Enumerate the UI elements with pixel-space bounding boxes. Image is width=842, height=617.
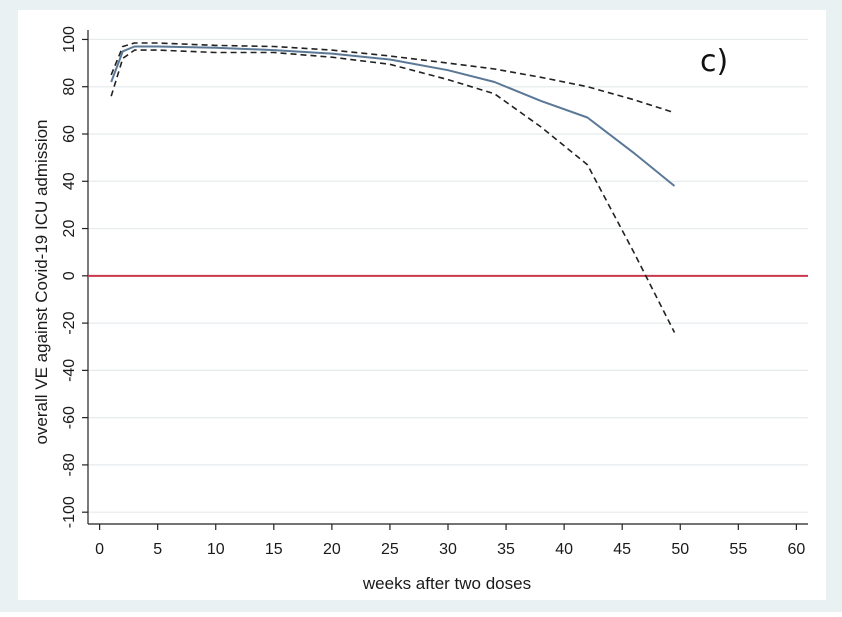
y-tick-label: 100	[61, 26, 78, 53]
x-axis-label: weeks after two doses	[362, 574, 532, 593]
x-tick-label: 30	[439, 541, 457, 558]
estimate-line	[110, 45, 676, 187]
y-tick-label: 80	[61, 78, 78, 96]
x-tick-label: 20	[323, 541, 341, 558]
x-tick-label: 15	[265, 541, 283, 558]
panel-label: c)	[700, 44, 729, 79]
x-tick-label: 60	[787, 541, 805, 558]
y-tick-label: 0	[61, 271, 78, 280]
x-tick-label: 45	[613, 541, 631, 558]
y-tick-label: 20	[61, 220, 78, 238]
y-tick-label: -80	[61, 453, 78, 476]
x-tick-label: 55	[729, 541, 747, 558]
x-tick-label: 25	[381, 541, 399, 558]
x-tick-label: 0	[95, 541, 104, 558]
y-axis-label: overall VE against Covid-19 ICU admissio…	[32, 119, 51, 445]
x-tick-label: 35	[497, 541, 515, 558]
y-tick-label: -20	[61, 311, 78, 334]
x-tick-label: 40	[555, 541, 573, 558]
lower-ci-line	[110, 49, 676, 333]
plot-area	[88, 30, 808, 524]
y-tick-label: -100	[61, 496, 78, 528]
x-tick-label: 10	[207, 541, 225, 558]
y-tick-label: 60	[61, 125, 78, 143]
y-tick-label: -60	[61, 406, 78, 429]
x-tick-label: 50	[671, 541, 689, 558]
upper-ci-line	[110, 42, 675, 114]
x-tick-label: 5	[153, 541, 162, 558]
y-tick-label: -40	[61, 359, 78, 382]
y-tick-label: 40	[61, 172, 78, 190]
